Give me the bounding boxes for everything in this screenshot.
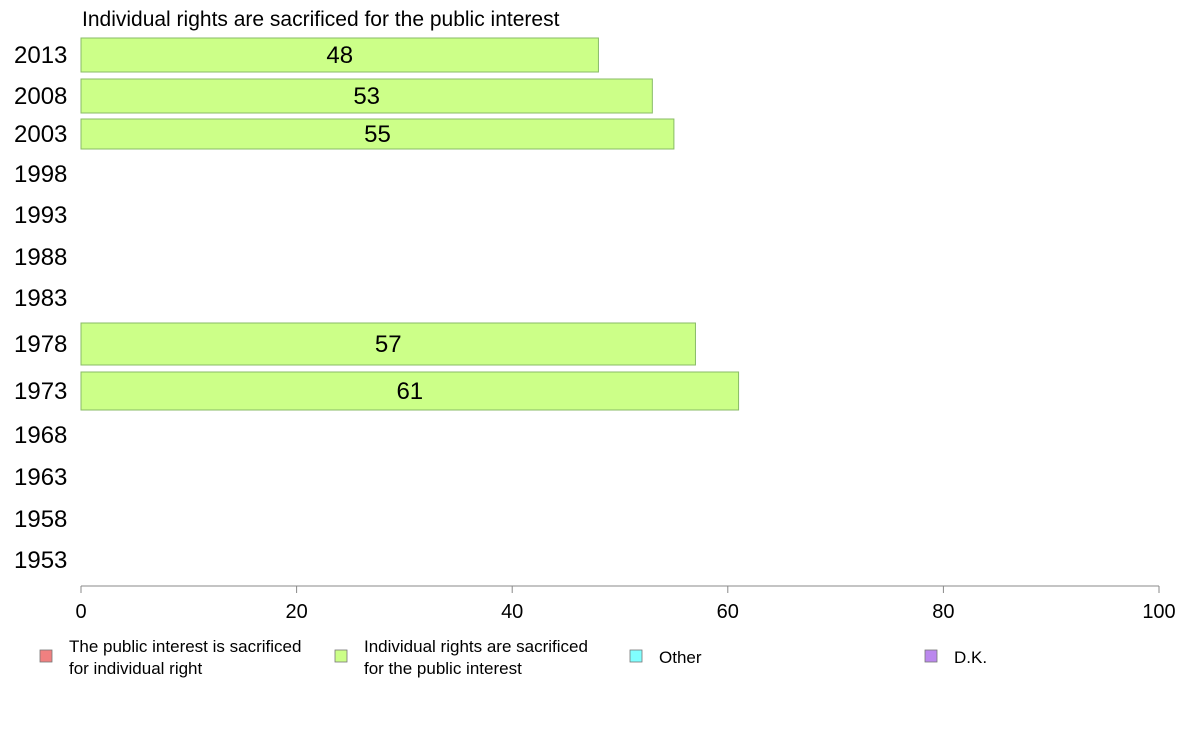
x-axis: 0 20 40 60 80 100 bbox=[75, 585, 1176, 623]
y-tick-label: 1963 bbox=[14, 464, 67, 491]
bar bbox=[80, 322, 696, 366]
bar-value-label: 53 bbox=[353, 83, 380, 110]
legend: The public interest is sacrificed for ind… bbox=[39, 637, 987, 678]
legend-item: Other bbox=[629, 648, 702, 667]
y-axis-labels: 2013 2008 2003 1998 1993 1988 1983 1978 1973 1968… bbox=[14, 42, 67, 574]
legend-item: The public interest is sacrificed for ind… bbox=[39, 637, 301, 678]
legend-item: D.K. bbox=[924, 648, 987, 667]
y-tick-label: 1973 bbox=[14, 378, 67, 405]
y-tick-label: 1978 bbox=[14, 331, 67, 358]
y-tick-label: 1953 bbox=[14, 547, 67, 574]
legend-swatch bbox=[39, 649, 53, 663]
x-tick-label: 20 bbox=[285, 601, 307, 623]
bar-value-label: 61 bbox=[396, 378, 423, 405]
bar bbox=[80, 118, 675, 150]
y-tick-label: 1998 bbox=[14, 161, 67, 188]
y-tick-label: 1968 bbox=[14, 422, 67, 449]
chart-title: Individual rights are sacrificed for the… bbox=[82, 8, 560, 31]
legend-item: Individual rights are sacrificed for the … bbox=[334, 637, 588, 678]
y-tick-label: 2008 bbox=[14, 83, 67, 110]
legend-label: D.K. bbox=[954, 648, 987, 667]
legend-swatch bbox=[629, 649, 643, 663]
legend-label-line2: for the public interest bbox=[364, 659, 522, 678]
x-tick-label: 60 bbox=[717, 601, 739, 623]
legend-label-line2: for individual right bbox=[69, 659, 203, 678]
legend-label-line1: The public interest is sacrificed bbox=[69, 637, 301, 656]
bar-value-label: 48 bbox=[326, 42, 353, 69]
y-tick-label: 1993 bbox=[14, 202, 67, 229]
x-tick-label: 40 bbox=[501, 601, 523, 623]
legend-swatch bbox=[334, 649, 348, 663]
legend-swatch bbox=[924, 649, 938, 663]
bar-value-label: 57 bbox=[375, 331, 402, 358]
x-tick-label: 80 bbox=[932, 601, 954, 623]
legend-label-line1: Individual rights are sacrificed bbox=[364, 637, 588, 656]
x-tick-label: 0 bbox=[75, 601, 86, 623]
y-tick-label: 2003 bbox=[14, 121, 67, 148]
y-tick-label: 1983 bbox=[14, 285, 67, 312]
x-tick-label: 100 bbox=[1142, 601, 1175, 623]
y-tick-label: 2013 bbox=[14, 42, 67, 69]
legend-label: Other bbox=[659, 648, 702, 667]
y-tick-label: 1988 bbox=[14, 244, 67, 271]
bar bbox=[80, 371, 740, 411]
bar bbox=[80, 78, 653, 114]
bar bbox=[80, 37, 599, 73]
y-tick-label: 1958 bbox=[14, 506, 67, 533]
bar-value-label: 55 bbox=[364, 121, 391, 148]
